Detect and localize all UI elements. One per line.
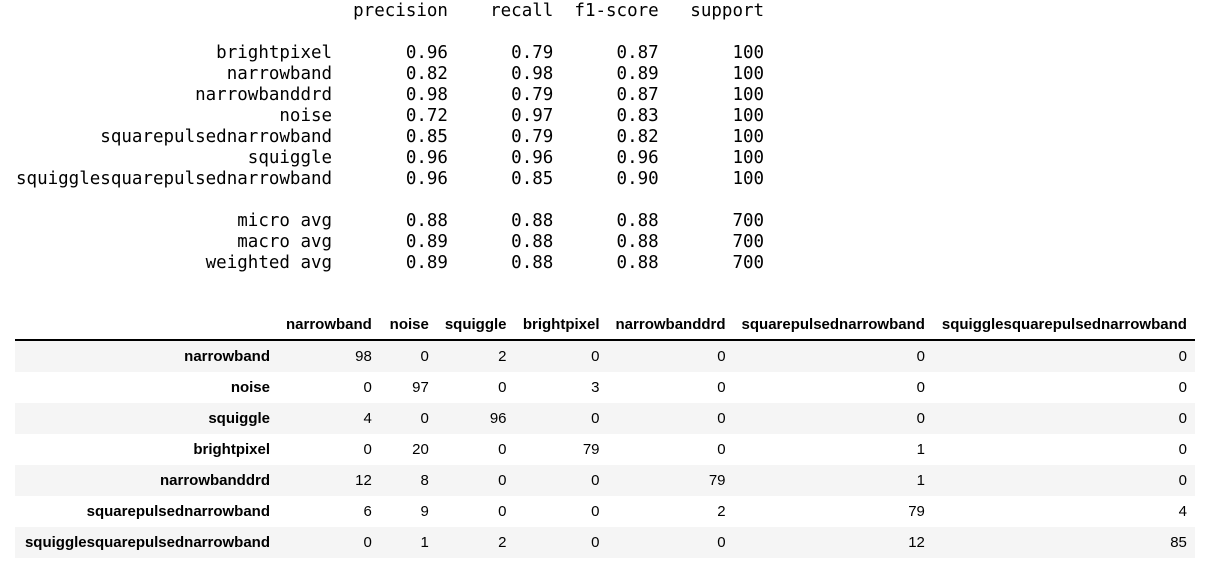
- matrix-cell: 3: [591, 379, 600, 396]
- column-header: squiggle: [436, 310, 515, 341]
- matrix-cell: 85: [1170, 534, 1187, 551]
- matrix-cell: 0: [916, 379, 925, 396]
- table-row: narrowband 98 0 2 0 0 0 0: [15, 340, 1195, 372]
- row-label: narrowband: [184, 348, 270, 365]
- row-label: brightpixel: [193, 441, 270, 458]
- matrix-cell: 79: [708, 472, 726, 489]
- table-row: squiggle 4 0 96 0 0 0 0: [15, 403, 1195, 434]
- row-label: squiggle: [208, 410, 270, 427]
- matrix-cell: 79: [908, 503, 925, 520]
- column-header: noise: [379, 310, 437, 341]
- matrix-cell: 0: [717, 441, 726, 458]
- column-header: squarepulsednarrowband: [733, 310, 933, 341]
- matrix-cell: 0: [916, 348, 925, 365]
- matrix-cell: 2: [498, 534, 507, 551]
- matrix-cell: 6: [363, 503, 372, 520]
- matrix-cell: 12: [355, 472, 372, 489]
- matrix-cell: 2: [717, 503, 726, 520]
- confusion-matrix-header: narrowband noise squiggle brightpixel narrow…: [15, 310, 1195, 341]
- column-header: brightpixel: [514, 310, 608, 341]
- matrix-cell: 98: [355, 348, 372, 365]
- matrix-cell: 0: [591, 410, 600, 427]
- matrix-cell: 0: [1178, 348, 1187, 365]
- matrix-cell: 0: [717, 348, 726, 365]
- row-label: squarepulsednarrowband: [86, 503, 270, 520]
- column-header: narrowband: [278, 310, 380, 341]
- matrix-cell: 97: [412, 379, 429, 396]
- row-label: narrowbanddrd: [159, 472, 270, 489]
- matrix-cell: 4: [363, 410, 372, 427]
- column-header: narrowbanddrd: [607, 310, 734, 341]
- matrix-cell: 0: [420, 410, 429, 427]
- matrix-cell: 20: [412, 441, 429, 458]
- classification-report: precision recall f1-score support bright…: [16, 1, 765, 273]
- table-row: brightpixel 0 20 0 79 0 1 0: [15, 434, 1195, 465]
- row-label: squigglesquarepulsednarrowband: [24, 534, 270, 551]
- matrix-cell: 0: [591, 472, 600, 489]
- matrix-cell: 2: [498, 348, 507, 365]
- matrix-cell: 1: [420, 534, 429, 551]
- matrix-cell: 0: [1178, 441, 1187, 458]
- matrix-cell: 0: [420, 348, 429, 365]
- matrix-cell: 0: [717, 410, 726, 427]
- matrix-cell: 8: [420, 472, 429, 489]
- matrix-cell: 0: [498, 379, 507, 396]
- confusion-matrix-body: narrowband 98 0 2 0 0 0 0 noise 0 97 0 3 0 0 0 squiggle 4…: [15, 340, 1195, 558]
- matrix-cell: 0: [591, 534, 600, 551]
- matrix-cell: 9: [420, 503, 429, 520]
- matrix-cell: 0: [1178, 410, 1187, 427]
- matrix-cell: 0: [363, 534, 372, 551]
- matrix-cell: 1: [916, 472, 925, 489]
- matrix-cell: 4: [1178, 503, 1187, 520]
- matrix-cell: 0: [498, 441, 507, 458]
- matrix-cell: 0: [717, 379, 726, 396]
- matrix-cell: 0: [498, 503, 507, 520]
- index-header-cell: [15, 310, 278, 341]
- header-row: narrowband noise squiggle brightpixel narrow…: [15, 310, 1195, 341]
- table-row: squarepulsednarrowband 6 9 0 0 2 79 4: [15, 496, 1195, 527]
- row-label: noise: [230, 379, 270, 396]
- matrix-cell: 1: [916, 441, 925, 458]
- matrix-cell: 0: [1178, 472, 1187, 489]
- matrix-cell: 79: [582, 441, 600, 458]
- table-row: narrowbanddrd 12 8 0 0 79 1 0: [15, 465, 1195, 496]
- matrix-cell: 12: [908, 534, 925, 551]
- matrix-cell: 0: [591, 503, 600, 520]
- matrix-cell: 0: [1178, 379, 1187, 396]
- matrix-cell: 96: [489, 410, 507, 427]
- matrix-cell: 0: [363, 441, 372, 458]
- matrix-cell: 0: [591, 348, 600, 365]
- confusion-matrix-table: narrowband noise squiggle brightpixel narrow…: [15, 310, 1195, 558]
- column-header: squigglesquarepulsednarrowband: [932, 310, 1195, 341]
- matrix-cell: 0: [498, 472, 507, 489]
- matrix-cell: 0: [717, 534, 726, 551]
- table-row: squigglesquarepulsednarrowband 0 1 2 0 0 12 85: [15, 527, 1195, 558]
- table-row: noise 0 97 0 3 0 0 0: [15, 372, 1195, 403]
- matrix-cell: 0: [363, 379, 372, 396]
- matrix-cell: 0: [916, 410, 925, 427]
